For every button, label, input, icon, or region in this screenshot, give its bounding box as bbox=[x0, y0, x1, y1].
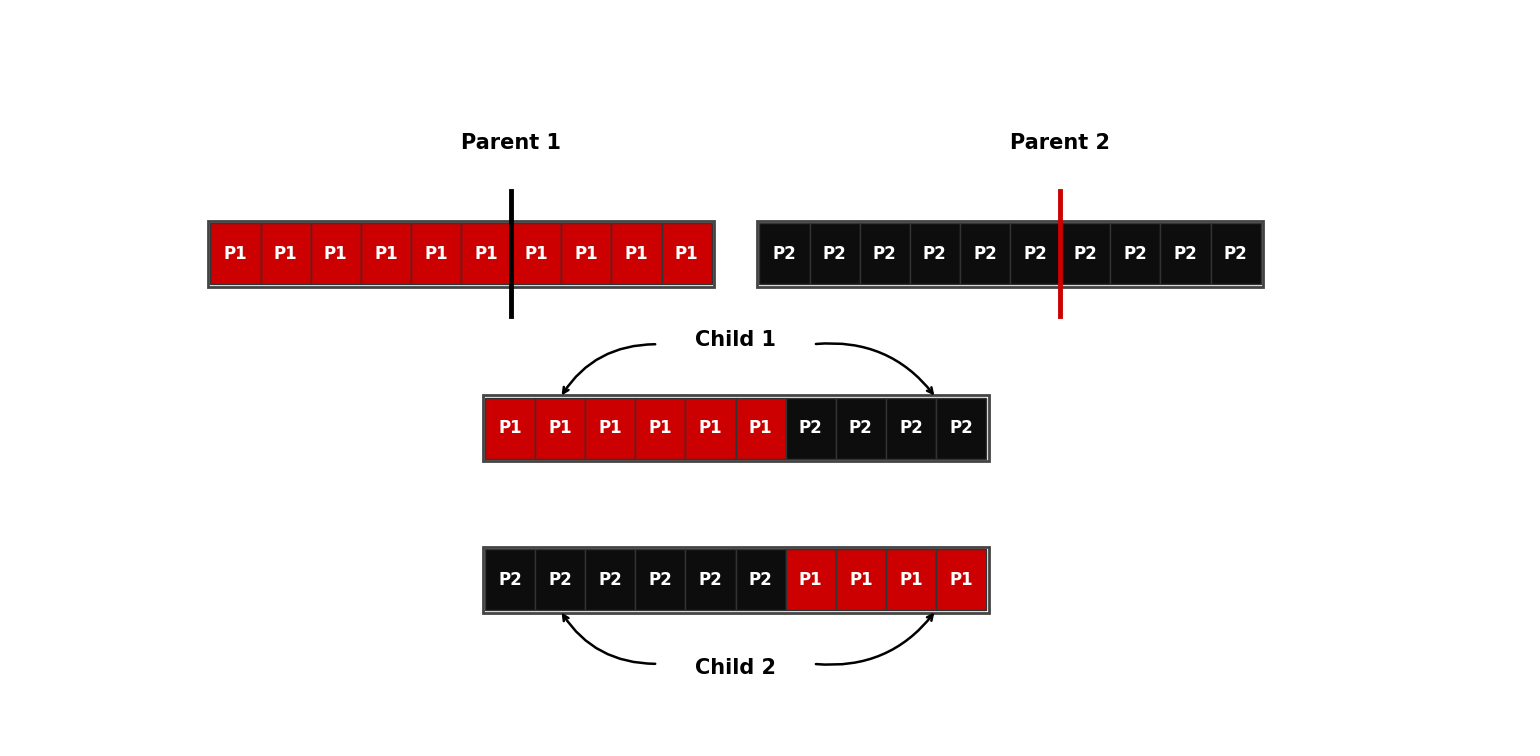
Text: Parent 1: Parent 1 bbox=[460, 133, 561, 153]
Text: P2: P2 bbox=[799, 420, 822, 438]
Text: P1: P1 bbox=[474, 245, 497, 263]
Bar bbox=[411, 223, 460, 284]
Bar bbox=[311, 223, 360, 284]
Text: P1: P1 bbox=[525, 245, 548, 263]
Text: P2: P2 bbox=[822, 245, 847, 263]
Bar bbox=[836, 549, 885, 610]
Text: P2: P2 bbox=[973, 245, 996, 263]
Text: P1: P1 bbox=[648, 420, 671, 438]
Bar bbox=[859, 223, 910, 284]
Bar bbox=[511, 223, 561, 284]
Text: P2: P2 bbox=[548, 571, 571, 589]
Bar bbox=[836, 398, 885, 459]
Text: P1: P1 bbox=[223, 245, 248, 263]
Text: P2: P2 bbox=[648, 571, 673, 589]
Text: P1: P1 bbox=[274, 245, 297, 263]
Bar bbox=[485, 398, 534, 459]
Text: P1: P1 bbox=[424, 245, 448, 263]
Text: P2: P2 bbox=[599, 571, 622, 589]
Bar bbox=[810, 223, 859, 284]
Text: P1: P1 bbox=[323, 245, 348, 263]
Text: P2: P2 bbox=[873, 245, 896, 263]
Bar bbox=[211, 223, 260, 284]
Text: P2: P2 bbox=[1173, 245, 1198, 263]
Bar bbox=[561, 223, 611, 284]
Bar bbox=[758, 221, 1263, 287]
Text: P2: P2 bbox=[1124, 245, 1147, 263]
Bar bbox=[636, 549, 685, 610]
Text: P1: P1 bbox=[548, 420, 571, 438]
Bar bbox=[785, 398, 836, 459]
Text: P1: P1 bbox=[799, 571, 822, 589]
Text: P2: P2 bbox=[773, 245, 796, 263]
Text: P2: P2 bbox=[497, 571, 522, 589]
Bar bbox=[685, 549, 736, 610]
Text: P1: P1 bbox=[599, 420, 622, 438]
Bar bbox=[636, 398, 685, 459]
Text: Child 2: Child 2 bbox=[695, 658, 776, 678]
Bar bbox=[260, 223, 311, 284]
Bar bbox=[1010, 223, 1060, 284]
Text: P2: P2 bbox=[699, 571, 722, 589]
Bar bbox=[460, 223, 511, 284]
Bar bbox=[1210, 223, 1261, 284]
Text: P1: P1 bbox=[699, 420, 722, 438]
Bar bbox=[208, 221, 715, 287]
Text: P2: P2 bbox=[922, 245, 947, 263]
Bar bbox=[360, 223, 411, 284]
Bar bbox=[585, 398, 636, 459]
Bar bbox=[910, 223, 959, 284]
Bar bbox=[1060, 223, 1110, 284]
Bar bbox=[482, 547, 989, 612]
Bar bbox=[585, 549, 636, 610]
Text: P1: P1 bbox=[899, 571, 922, 589]
Bar bbox=[936, 549, 986, 610]
Bar bbox=[959, 223, 1010, 284]
Text: P1: P1 bbox=[497, 420, 522, 438]
Bar bbox=[885, 549, 936, 610]
Text: P1: P1 bbox=[625, 245, 648, 263]
Bar bbox=[534, 549, 585, 610]
Bar bbox=[785, 549, 836, 610]
Bar bbox=[482, 395, 989, 461]
Bar bbox=[1161, 223, 1210, 284]
Text: P2: P2 bbox=[849, 420, 873, 438]
Text: P2: P2 bbox=[1224, 245, 1247, 263]
Text: P1: P1 bbox=[574, 245, 598, 263]
Text: P2: P2 bbox=[949, 420, 973, 438]
Bar bbox=[611, 223, 662, 284]
Bar bbox=[1110, 223, 1161, 284]
Text: Parent 2: Parent 2 bbox=[1010, 133, 1110, 153]
Text: P2: P2 bbox=[1073, 245, 1096, 263]
Text: P1: P1 bbox=[675, 245, 699, 263]
Text: P1: P1 bbox=[949, 571, 973, 589]
Text: P1: P1 bbox=[849, 571, 873, 589]
Bar bbox=[936, 398, 986, 459]
Bar bbox=[885, 398, 936, 459]
Bar bbox=[662, 223, 711, 284]
Bar bbox=[759, 223, 810, 284]
Bar bbox=[736, 398, 785, 459]
Bar bbox=[736, 549, 785, 610]
Bar bbox=[485, 549, 534, 610]
Text: P1: P1 bbox=[374, 245, 397, 263]
Bar bbox=[534, 398, 585, 459]
Text: P1: P1 bbox=[748, 420, 773, 438]
Text: P2: P2 bbox=[748, 571, 773, 589]
Text: Child 1: Child 1 bbox=[695, 330, 776, 349]
Text: P2: P2 bbox=[1023, 245, 1047, 263]
Bar bbox=[685, 398, 736, 459]
Text: P2: P2 bbox=[899, 420, 922, 438]
